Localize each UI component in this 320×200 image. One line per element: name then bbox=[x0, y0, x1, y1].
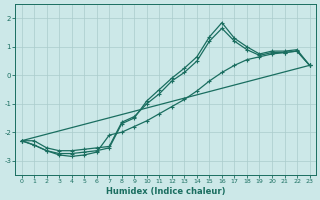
X-axis label: Humidex (Indice chaleur): Humidex (Indice chaleur) bbox=[106, 187, 225, 196]
